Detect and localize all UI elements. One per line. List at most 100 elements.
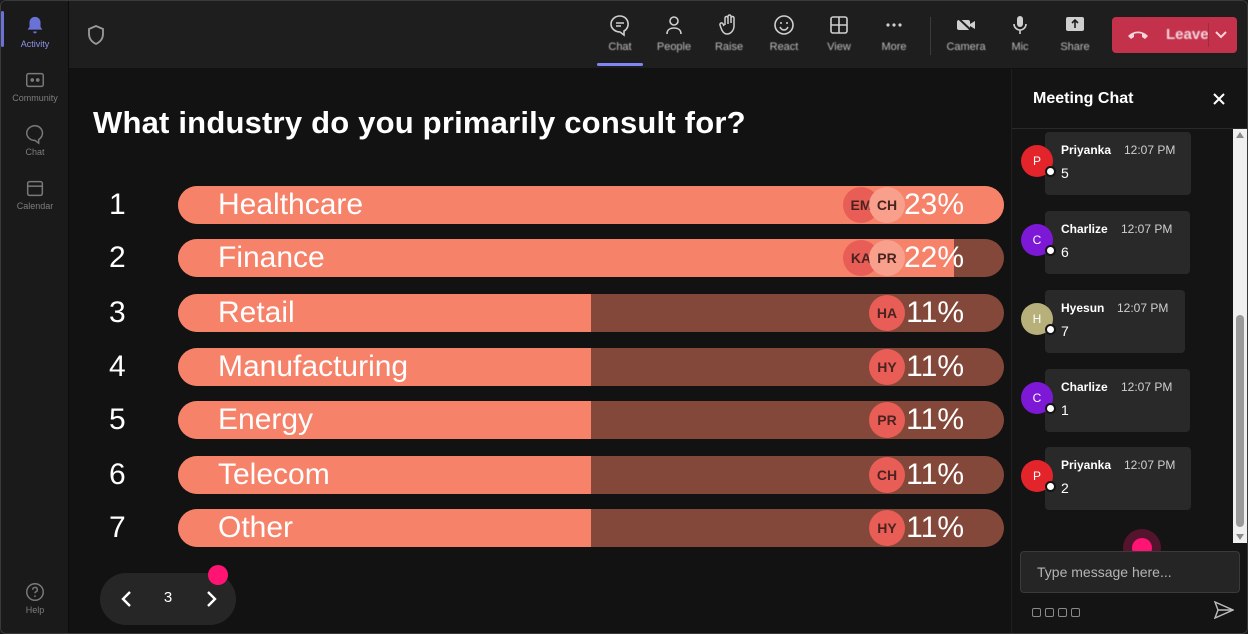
emoji-icon[interactable] bbox=[1058, 608, 1067, 617]
voter-avatar[interactable]: CH bbox=[869, 187, 905, 223]
voter-avatar[interactable]: PR bbox=[869, 402, 905, 438]
hang-up-icon bbox=[1128, 31, 1148, 39]
share-screen-icon bbox=[1066, 17, 1084, 31]
message-input[interactable] bbox=[1021, 552, 1239, 592]
voter-avatar[interactable]: HY bbox=[869, 349, 905, 385]
share-button[interactable]: Share bbox=[1050, 9, 1100, 65]
poll-option-row: 6 Telecom 11% CH bbox=[69, 456, 1011, 494]
format-icon[interactable] bbox=[1032, 608, 1041, 617]
camera-button[interactable]: Camera bbox=[941, 9, 991, 65]
camera-off-icon bbox=[956, 16, 975, 34]
chevron-right-icon[interactable] bbox=[200, 587, 222, 611]
close-icon[interactable] bbox=[1211, 91, 1227, 107]
scroll-thumb[interactable] bbox=[1236, 315, 1244, 527]
gif-icon[interactable] bbox=[1071, 608, 1080, 617]
format-toolbar bbox=[1032, 604, 1088, 617]
message-bubble: Charlize 12:07 PM 1 bbox=[1045, 369, 1190, 432]
option-label: Energy bbox=[218, 403, 314, 436]
option-label: Telecom bbox=[218, 458, 330, 491]
option-number: 5 bbox=[109, 403, 126, 436]
message-author: Hyesun bbox=[1061, 301, 1105, 315]
voter-avatar[interactable]: PR bbox=[869, 240, 905, 276]
page-number: 3 bbox=[163, 589, 173, 606]
scroll-down-arrow-icon[interactable] bbox=[1236, 534, 1244, 540]
option-percent: 22% bbox=[903, 241, 964, 274]
calendar-icon bbox=[26, 180, 44, 197]
rail-item-label: Help bbox=[25, 605, 45, 615]
message-text: 1 bbox=[1061, 402, 1069, 418]
message-bubble: Charlize 12:07 PM 6 bbox=[1045, 211, 1190, 274]
more-label: More bbox=[881, 41, 907, 53]
raise-hand-label: Raise bbox=[714, 41, 744, 53]
message-author: Priyanka bbox=[1061, 458, 1112, 472]
more-button[interactable]: More bbox=[869, 9, 919, 65]
mic-button[interactable]: Mic bbox=[995, 9, 1045, 65]
option-percent: 11% bbox=[906, 511, 964, 544]
chat-header: Meeting Chat bbox=[1012, 69, 1247, 129]
view-label: View bbox=[827, 41, 851, 53]
people-button[interactable]: People bbox=[649, 9, 699, 65]
rail-item-help[interactable]: Help bbox=[1, 573, 69, 627]
react-button[interactable]: React bbox=[759, 9, 809, 65]
message-time: 12:07 PM bbox=[1121, 380, 1173, 394]
mic-label: Mic bbox=[1011, 41, 1029, 53]
attach-icon[interactable] bbox=[1045, 608, 1054, 617]
chat-icon bbox=[26, 125, 44, 145]
poll-option-row: 5 Energy 11% PR bbox=[69, 401, 1011, 439]
option-number: 7 bbox=[109, 511, 126, 544]
notification-dot bbox=[208, 565, 228, 585]
poll-option-row: 4 Manufacturing 11% HY bbox=[69, 348, 1011, 386]
message-author: Priyanka bbox=[1061, 143, 1112, 157]
chevron-down-icon[interactable] bbox=[1214, 29, 1228, 41]
rail-item-community[interactable]: Community bbox=[1, 61, 69, 115]
leave-button[interactable]: Leave bbox=[1112, 17, 1237, 53]
smiley-icon bbox=[774, 15, 794, 35]
presence-status-icon bbox=[1045, 324, 1056, 335]
voter-avatar[interactable]: HY bbox=[869, 510, 905, 546]
rail-active-indicator bbox=[1, 11, 4, 47]
rail-item-activity[interactable]: Activity bbox=[1, 7, 69, 61]
message-bubble: Priyanka 12:07 PM 5 bbox=[1045, 132, 1191, 195]
chat-button-label: Chat bbox=[608, 41, 632, 53]
rail-item-chat[interactable]: Chat bbox=[1, 115, 69, 169]
chevron-left-icon[interactable] bbox=[116, 587, 138, 611]
rail-item-calendar[interactable]: Calendar bbox=[1, 169, 69, 223]
raise-hand-button[interactable]: Raise bbox=[704, 9, 754, 65]
send-icon[interactable] bbox=[1214, 601, 1234, 619]
message-text: 5 bbox=[1061, 165, 1069, 181]
result-bar-fill bbox=[178, 401, 591, 439]
shield-icon[interactable] bbox=[87, 25, 105, 45]
option-label: Healthcare bbox=[218, 188, 364, 221]
rail-item-label: Community bbox=[12, 93, 58, 103]
message-author: Charlize bbox=[1061, 222, 1108, 236]
option-label: Other bbox=[218, 511, 294, 544]
poll-question: What industry do you primarily consult f… bbox=[93, 105, 746, 140]
scroll-up-arrow-icon[interactable] bbox=[1236, 132, 1244, 138]
option-percent: 23% bbox=[903, 188, 964, 221]
view-button[interactable]: View bbox=[814, 9, 864, 65]
meeting-toolbar: Chat People Raise React View More Camera bbox=[69, 1, 1247, 69]
chat-button[interactable]: Chat bbox=[595, 9, 645, 65]
option-number: 2 bbox=[109, 241, 126, 274]
message-time: 12:07 PM bbox=[1121, 222, 1173, 236]
grid-view-icon bbox=[830, 16, 848, 34]
option-number: 4 bbox=[109, 350, 126, 383]
leave-divider bbox=[1208, 23, 1209, 47]
people-icon bbox=[666, 16, 682, 35]
voter-avatar[interactable]: CH bbox=[869, 457, 905, 493]
help-icon bbox=[26, 583, 44, 601]
message-compose-box[interactable] bbox=[1020, 551, 1240, 593]
bell-icon bbox=[27, 16, 43, 34]
chat-scrollbar[interactable] bbox=[1233, 129, 1247, 543]
message-time: 12:07 PM bbox=[1124, 143, 1176, 157]
message-text: 6 bbox=[1061, 244, 1069, 260]
option-percent: 11% bbox=[906, 403, 964, 436]
result-bar-fill bbox=[178, 456, 591, 494]
poll-option-row: 3 Retail 11% HA bbox=[69, 294, 1011, 332]
voter-avatar[interactable]: HA bbox=[869, 295, 905, 331]
react-label: React bbox=[769, 41, 799, 53]
people-button-label: People bbox=[656, 41, 692, 53]
result-bar-fill bbox=[178, 509, 591, 547]
more-dots-icon bbox=[886, 23, 902, 27]
